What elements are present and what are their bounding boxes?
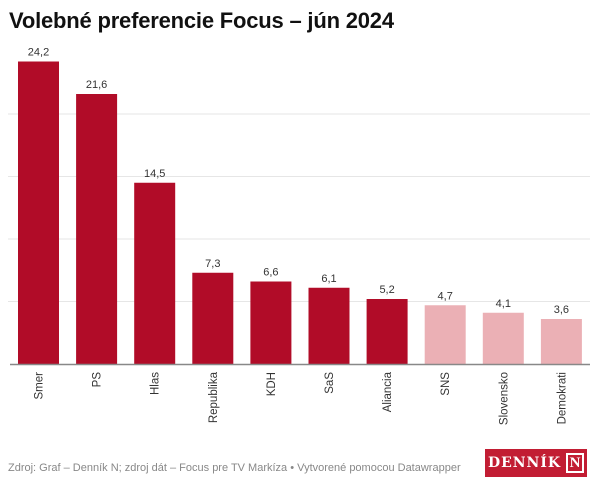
- logo-text: DENNÍK: [487, 455, 562, 471]
- bar-hlas: [134, 182, 176, 364]
- bar-sas: [308, 287, 350, 364]
- value-label-republika: 7,3: [205, 258, 220, 270]
- category-label-hlas: Hlas: [150, 372, 162, 395]
- category-label-ps: PS: [92, 372, 104, 388]
- bars: [18, 61, 582, 364]
- bar-sns: [424, 305, 466, 364]
- category-label-republika: Republika: [208, 371, 220, 423]
- value-label-smer: 24,2: [28, 47, 49, 59]
- bar-smer: [18, 61, 59, 364]
- value-label-ps: 21,6: [86, 79, 107, 91]
- bar-republika: [192, 272, 234, 364]
- category-label-sas: SaS: [324, 372, 336, 394]
- bar-kdh: [250, 281, 292, 364]
- value-label-kdh: 6,6: [263, 267, 278, 279]
- logo-n-icon: N: [566, 453, 585, 473]
- source-note: Zdroj: Graf – Denník N; zdroj dát – Focu…: [8, 462, 461, 474]
- value-labels: 24,2 21,6 14,5 7,3 6,6 6,1 5,2 4,7 4,1 3,6: [28, 47, 569, 317]
- category-label-demokrati: Demokrati: [556, 372, 568, 424]
- bar-aliancia: [366, 299, 408, 364]
- category-label-smer: Smer: [34, 372, 46, 400]
- category-label-sns: SNS: [440, 372, 452, 396]
- value-label-demokrati: 3,6: [554, 304, 569, 316]
- bar-slovensko: [482, 312, 524, 364]
- value-label-hlas: 14,5: [144, 168, 165, 180]
- bar-ps: [76, 94, 118, 364]
- value-label-sas: 6,1: [321, 273, 336, 285]
- value-label-aliancia: 5,2: [379, 284, 394, 296]
- category-label-kdh: KDH: [266, 372, 278, 396]
- category-label-slovensko: Slovensko: [498, 372, 510, 425]
- dennik-n-logo[interactable]: DENNÍK N: [485, 449, 587, 477]
- bar-chart: 24,2 21,6 14,5 7,3 6,6 6,1 5,2 4,7 4,1 3,6 Smer PS…: [8, 47, 590, 425]
- category-label-aliancia: Aliancia: [382, 371, 394, 412]
- value-label-sns: 4,7: [438, 290, 453, 302]
- bar-demokrati: [540, 319, 582, 364]
- category-labels: Smer PS Hlas Republika KDH SaS Aliancia SNS Slov…: [34, 371, 569, 425]
- chart-title: Volebné preferencie Focus – jún 2024: [9, 8, 394, 33]
- value-label-slovensko: 4,1: [496, 298, 511, 310]
